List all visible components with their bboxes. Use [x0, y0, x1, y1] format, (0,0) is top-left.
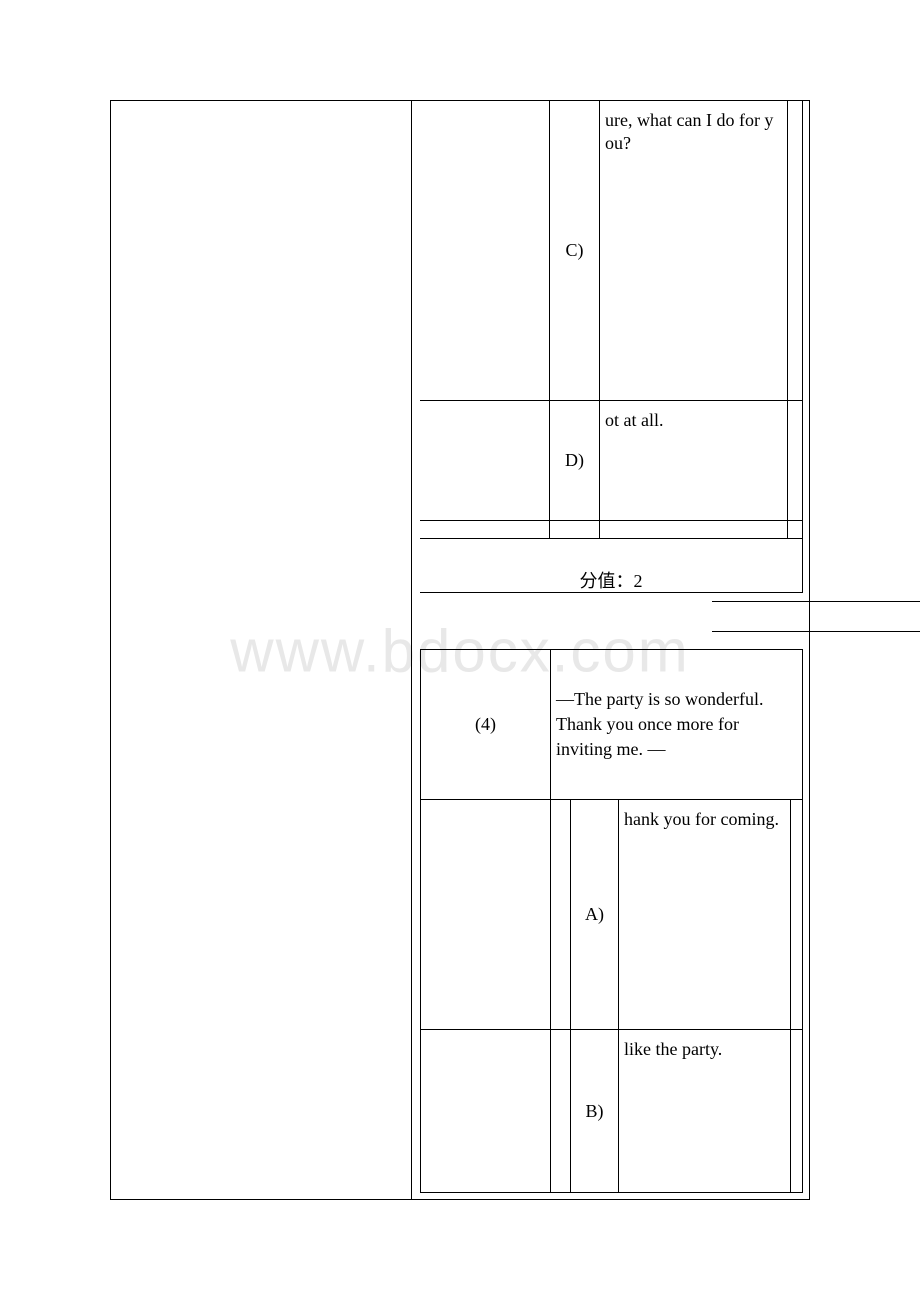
option-row-empty [420, 521, 802, 539]
option-row: C) ure, what can I do for you? [420, 101, 802, 401]
option-spacer [421, 1030, 551, 1192]
option-letter: B) [571, 1030, 619, 1192]
option-row: A) hank you for coming. [421, 800, 802, 1030]
option-spacer [421, 800, 551, 1029]
question-3-options: C) ure, what can I do for you? D) ot at … [420, 101, 802, 539]
score-label: 分值：2 [420, 564, 802, 592]
option-tail [787, 521, 802, 538]
right-column: C) ure, what can I do for you? D) ot at … [411, 101, 811, 1199]
option-letter [550, 521, 600, 538]
option-text: hank you for coming. [619, 800, 790, 1029]
question-stem: —The party is so wonderful. Thank you on… [551, 650, 802, 799]
option-spacer [420, 401, 550, 520]
option-letter: D) [550, 401, 600, 520]
divider-line [712, 631, 920, 632]
question-4-header: (4) —The party is so wonderful. Thank yo… [421, 650, 802, 800]
option-tail [790, 800, 802, 1029]
option-letter: A) [571, 800, 619, 1029]
option-tail [787, 401, 802, 520]
option-text: like the party. [619, 1030, 790, 1192]
question-4-block: (4) —The party is so wonderful. Thank yo… [420, 649, 803, 1193]
page-frame: C) ure, what can I do for you? D) ot at … [110, 100, 810, 1200]
option-tail [790, 1030, 802, 1192]
question-stem-text: —The party is so wonderful. Thank you on… [556, 687, 792, 763]
divider-line [712, 601, 920, 602]
option-spacer [420, 521, 550, 538]
option-spacer [551, 800, 571, 1029]
option-spacer [551, 1030, 571, 1192]
question-3-block: C) ure, what can I do for you? D) ot at … [412, 101, 811, 601]
left-column [111, 101, 411, 1199]
option-text [600, 521, 787, 538]
question-3-inner: C) ure, what can I do for you? D) ot at … [420, 101, 803, 593]
option-text: ot at all. [600, 401, 787, 520]
option-text: ure, what can I do for you? [600, 101, 787, 400]
question-number: (4) [421, 650, 551, 799]
option-spacer [420, 101, 550, 400]
option-row: B) like the party. [421, 1030, 802, 1193]
option-letter: C) [550, 101, 600, 400]
option-row: D) ot at all. [420, 401, 802, 521]
option-tail [787, 101, 802, 400]
